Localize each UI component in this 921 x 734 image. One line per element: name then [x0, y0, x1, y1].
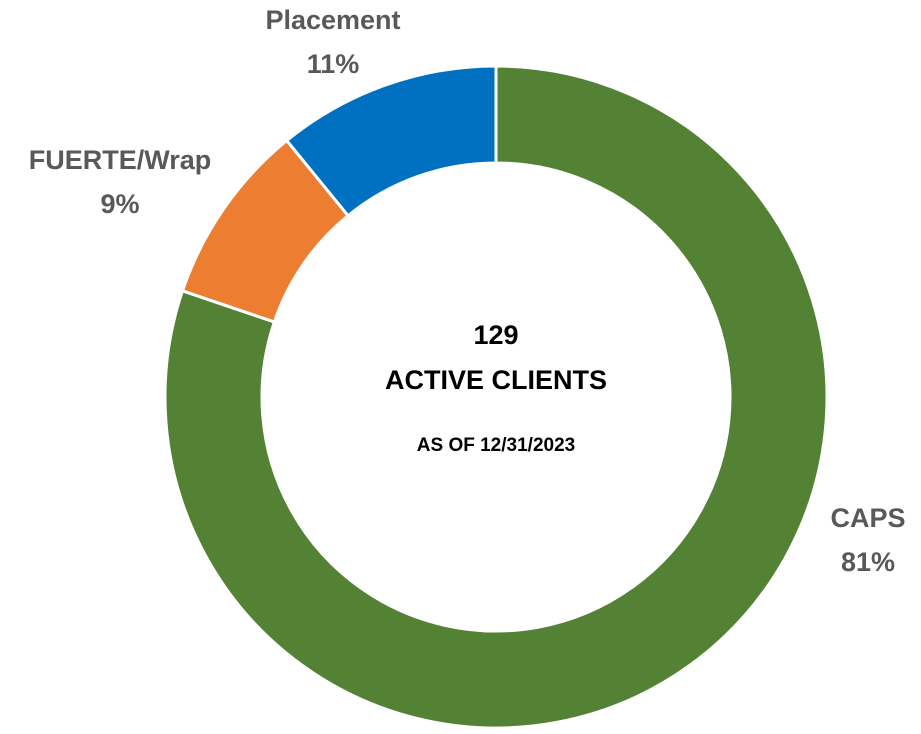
center-label: ACTIVE CLIENTS [385, 365, 607, 395]
segment-label: CAPS [830, 503, 905, 533]
segment-label: FUERTE/Wrap [29, 145, 212, 175]
segment-value-label: 9% [100, 189, 139, 219]
segment-value-label: 81% [841, 547, 895, 577]
donut-segment [163, 64, 829, 730]
donut-segment [284, 64, 498, 218]
center-count: 129 [473, 320, 518, 350]
subtitle: AS OF 12/31/2023 [417, 435, 575, 456]
segment-label: Placement [265, 5, 400, 35]
segment-value-label: 11% [307, 49, 360, 79]
